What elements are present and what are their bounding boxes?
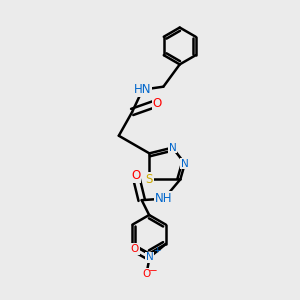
Text: NH: NH bbox=[155, 192, 173, 205]
Text: O: O bbox=[142, 269, 151, 279]
Text: O: O bbox=[130, 244, 139, 254]
Text: O: O bbox=[131, 169, 140, 182]
Text: +: + bbox=[153, 246, 161, 255]
Text: O: O bbox=[153, 97, 162, 110]
Text: N: N bbox=[169, 142, 176, 153]
Text: N: N bbox=[146, 252, 153, 262]
Text: −: − bbox=[149, 266, 158, 276]
Text: S: S bbox=[146, 173, 153, 186]
Text: HN: HN bbox=[134, 83, 151, 96]
Text: N: N bbox=[181, 158, 189, 169]
